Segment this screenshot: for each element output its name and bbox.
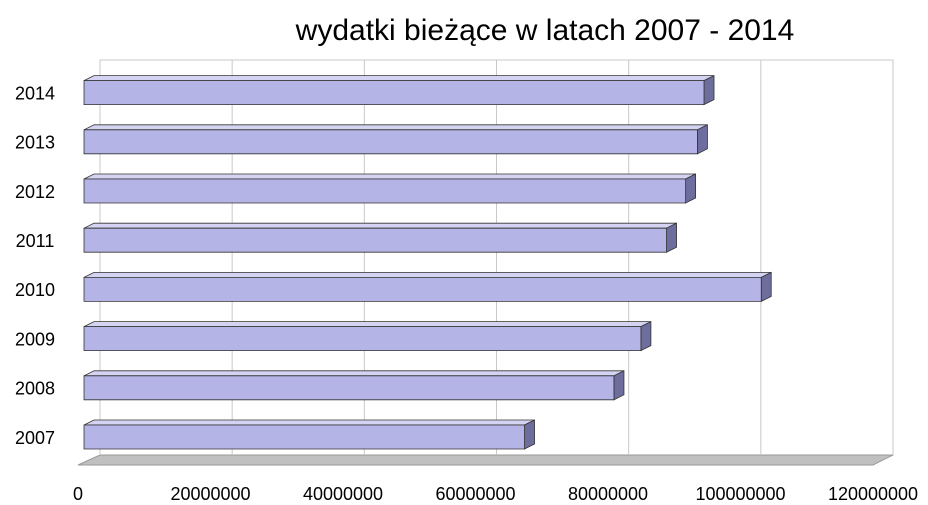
bar-face (666, 222, 677, 253)
y-tick-label: 2011 (16, 231, 55, 251)
bar-face (83, 326, 642, 352)
y-tick-label: 2009 (15, 329, 55, 349)
bar-face (524, 419, 535, 450)
bar-face (83, 178, 687, 204)
y-tick-label: 2007 (15, 428, 55, 448)
bar-face (83, 370, 625, 377)
bar-face (83, 124, 708, 131)
bar-face (83, 227, 667, 253)
bar-face (83, 424, 525, 450)
x-tick-label: 40000000 (303, 484, 383, 504)
bar-face (83, 321, 652, 328)
x-tick-label: 0 (73, 484, 83, 504)
bar-face (640, 320, 652, 352)
x-tick-label: 20000000 (170, 484, 250, 504)
y-tick-label: 2013 (15, 133, 55, 153)
bar (83, 124, 708, 155)
bar (83, 222, 677, 253)
bar-face (697, 124, 708, 155)
bar (83, 271, 772, 303)
y-tick-label: 2010 (15, 280, 55, 300)
bar-face (83, 75, 715, 81)
bar (83, 320, 652, 352)
bar-face (83, 80, 705, 105)
bar (83, 370, 625, 401)
bar-face (83, 222, 677, 229)
y-tick-label: 2012 (15, 182, 55, 202)
x-tick-label: 80000000 (568, 484, 648, 504)
bar-face (83, 276, 762, 302)
floor (77, 454, 894, 466)
bar-face (703, 74, 715, 106)
bar-face (760, 271, 772, 303)
bar-face (83, 375, 615, 401)
y-tick-label: 2008 (15, 379, 55, 399)
bar-face (83, 129, 698, 155)
x-tick-label: 60000000 (435, 484, 515, 504)
bar-face (83, 419, 535, 426)
bar-face (685, 173, 697, 204)
x-tick-label: 120000000 (828, 484, 918, 504)
y-tick-label: 2014 (15, 83, 55, 103)
chart-title: wydatki bieżące w latach 2007 - 2014 (295, 14, 795, 47)
bar-face (83, 173, 696, 180)
bar (83, 173, 697, 204)
bar (83, 74, 715, 106)
bar-face (83, 271, 772, 278)
x-tick-label: 100000000 (695, 484, 785, 504)
bar-face (613, 370, 625, 401)
bar (83, 419, 535, 450)
